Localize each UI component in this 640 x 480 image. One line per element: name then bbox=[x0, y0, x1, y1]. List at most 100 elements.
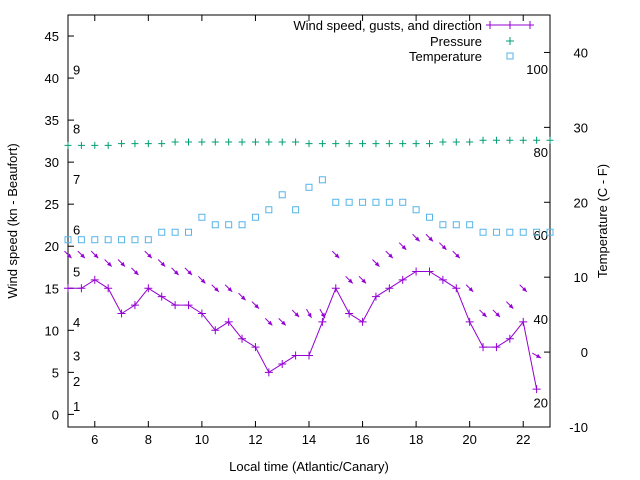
left-y-tick-label: 5 bbox=[52, 365, 59, 380]
temperature-point bbox=[318, 176, 326, 184]
wind-speed-point bbox=[371, 292, 380, 301]
fahrenheit-label: 60 bbox=[534, 228, 548, 243]
beaufort-label: 9 bbox=[73, 63, 80, 78]
gust-arrow bbox=[385, 250, 394, 259]
gust-arrow bbox=[331, 250, 340, 259]
gust-arrow-head bbox=[80, 253, 85, 259]
temperature-point bbox=[198, 213, 206, 221]
pressure-point bbox=[278, 138, 286, 146]
wind-speed-point bbox=[291, 351, 300, 360]
series-layer bbox=[64, 136, 554, 394]
fahrenheit-label: 80 bbox=[534, 145, 548, 160]
x-axis-label: Local time (Atlantic/Canary) bbox=[229, 459, 389, 474]
gust-arrow bbox=[291, 309, 300, 318]
right-y-tick-label: 10 bbox=[574, 270, 588, 285]
pressure-point bbox=[426, 140, 433, 148]
pressure-point bbox=[506, 136, 514, 144]
legend-sample-wind bbox=[486, 21, 534, 29]
temperature-point bbox=[251, 213, 259, 221]
temperature-point bbox=[278, 191, 286, 199]
legend-sample-pressure bbox=[506, 37, 514, 45]
wind-speed-point bbox=[438, 275, 447, 284]
wind-speed-point bbox=[171, 301, 180, 310]
wind-speed-point bbox=[184, 301, 193, 310]
pressure-point bbox=[77, 141, 85, 149]
gust-arrow-head bbox=[374, 261, 380, 267]
temperature-point bbox=[91, 236, 99, 244]
wind-speed-point bbox=[104, 284, 113, 293]
gust-arrow bbox=[465, 284, 474, 293]
temperature-point bbox=[118, 236, 126, 244]
gust-arrow-head bbox=[320, 312, 325, 318]
gust-arrow-head bbox=[361, 278, 367, 284]
legend-pressure-marker bbox=[506, 37, 514, 45]
temperature-point bbox=[533, 228, 541, 236]
pressure-point bbox=[546, 136, 554, 144]
temperature-point bbox=[332, 198, 340, 206]
pressure-point bbox=[359, 140, 367, 148]
beaufort-label: 5 bbox=[73, 264, 80, 279]
gust-arrow-head bbox=[227, 287, 233, 292]
gust-arrow bbox=[77, 250, 86, 259]
wind-speed-point bbox=[144, 284, 153, 293]
x-tick-label: 18 bbox=[409, 432, 423, 447]
pressure-point bbox=[439, 138, 447, 146]
right-y-tick-label: 0 bbox=[581, 345, 588, 360]
left-y-axis-ticks: 0 5 10 15 20 25 30 35 40 45 bbox=[45, 29, 74, 422]
wind-speed-point bbox=[385, 284, 394, 293]
gust-arrow-head bbox=[93, 253, 99, 259]
temperature-point bbox=[292, 206, 300, 214]
wind-speed-point bbox=[412, 267, 421, 276]
pressure-point bbox=[492, 136, 500, 144]
gust-arrow bbox=[211, 284, 220, 293]
temperature-point bbox=[171, 228, 179, 236]
temperature-point bbox=[452, 221, 460, 229]
left-y-tick-label: 15 bbox=[45, 281, 59, 296]
pressure-point bbox=[131, 140, 139, 148]
pressure-point bbox=[144, 140, 152, 148]
temperature-point bbox=[305, 183, 313, 191]
gust-arrow-head bbox=[240, 295, 246, 301]
pressure-point bbox=[225, 138, 233, 146]
pressure-point bbox=[185, 138, 192, 146]
wind-speed-line bbox=[68, 270, 538, 390]
left-y-tick-label: 10 bbox=[45, 323, 59, 338]
gust-arrow-head bbox=[535, 353, 541, 359]
pressure-point bbox=[332, 140, 340, 148]
pressure-point bbox=[171, 138, 179, 146]
wind-speed-point bbox=[224, 317, 233, 326]
gust-arrow-head bbox=[200, 278, 206, 284]
temperature-point bbox=[546, 228, 554, 236]
gust-arrow bbox=[438, 242, 447, 251]
wind-series bbox=[64, 233, 542, 394]
gust-arrow bbox=[117, 259, 126, 267]
wind-speed-point bbox=[398, 275, 407, 284]
beaufort-scale-labels: 1 2 3 4 5 6 7 8 9 bbox=[73, 63, 80, 414]
wind-speed-point bbox=[264, 368, 273, 377]
wind-speed-point bbox=[211, 326, 220, 335]
temperature-point bbox=[385, 198, 393, 206]
temperature-series bbox=[64, 176, 554, 244]
gust-arrow-head bbox=[508, 303, 514, 309]
gust-arrow bbox=[224, 284, 233, 293]
gust-arrow-head bbox=[281, 320, 286, 326]
legend-sample-temperature bbox=[506, 52, 514, 60]
right-y-tick-label: 30 bbox=[574, 120, 588, 135]
pressure-point bbox=[211, 138, 219, 146]
gust-arrow bbox=[505, 301, 514, 309]
wind-speed-point bbox=[305, 351, 313, 360]
gust-arrow bbox=[319, 308, 326, 319]
gust-arrow-head bbox=[66, 253, 72, 259]
pressure-point bbox=[345, 140, 353, 148]
wind-speed-point bbox=[505, 334, 514, 343]
x-tick-label: 12 bbox=[248, 432, 262, 447]
gust-arrow bbox=[306, 308, 312, 319]
gust-arrow-head bbox=[414, 236, 420, 242]
fahrenheit-label: 100 bbox=[526, 62, 548, 77]
pressure-point bbox=[292, 138, 300, 146]
pressure-point bbox=[385, 140, 393, 148]
pressure-point bbox=[452, 138, 460, 146]
wind-speed-point bbox=[345, 309, 354, 318]
gust-arrow-head bbox=[106, 261, 112, 267]
fahrenheit-label: 20 bbox=[534, 395, 548, 410]
